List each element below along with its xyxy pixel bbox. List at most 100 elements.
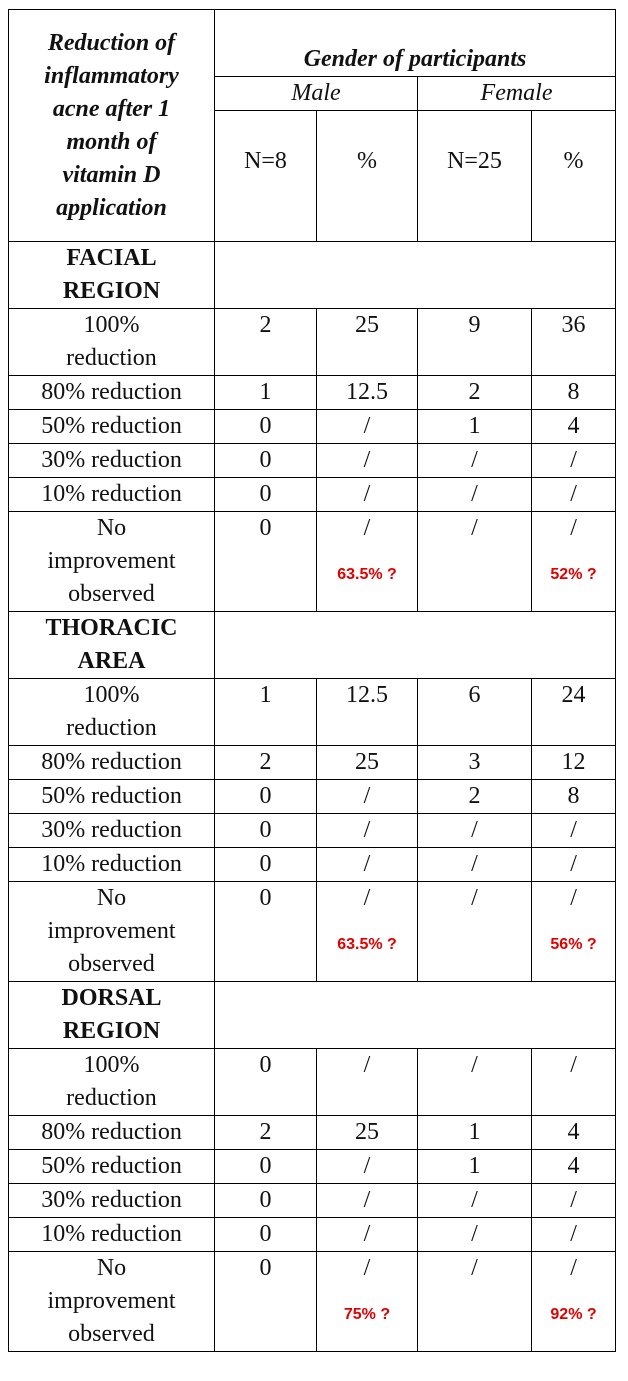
row-label-cell: No improvement observed bbox=[8, 881, 215, 982]
value: / bbox=[570, 817, 577, 843]
row-label-cell: 10% reduction bbox=[8, 1217, 215, 1252]
section-row: DORSAL REGION bbox=[8, 981, 617, 1049]
value: / bbox=[363, 447, 371, 473]
value-cell: 12.5 bbox=[316, 375, 418, 410]
section-blank bbox=[213, 981, 617, 1049]
value-cell: / bbox=[417, 881, 532, 982]
value-cell: 1 bbox=[214, 678, 317, 746]
value-cell: / 56% ? bbox=[530, 881, 617, 982]
value-cell: 1 bbox=[417, 1115, 532, 1150]
value-cell: / 75% ? bbox=[316, 1251, 418, 1352]
value-cell: 0 bbox=[214, 1217, 317, 1252]
row-label: 50% reduction bbox=[41, 783, 182, 809]
data-row: 80% reduction 1 12.5 2 8 bbox=[8, 375, 617, 410]
row-label-cell: 50% reduction bbox=[8, 1149, 215, 1184]
value: 2 bbox=[259, 749, 272, 775]
data-row: 10% reduction 0 / / / bbox=[8, 847, 617, 882]
value-cell: / bbox=[417, 511, 532, 612]
data-row: 100% reduction 2 25 9 36 bbox=[8, 308, 617, 376]
value: / bbox=[363, 1052, 371, 1078]
value: 3 bbox=[468, 749, 481, 775]
row-label: 100% reduction bbox=[66, 1052, 157, 1111]
data-row: 10% reduction 0 / / / bbox=[8, 477, 617, 512]
value-cell: 9 bbox=[417, 308, 532, 376]
section-blank bbox=[213, 611, 617, 679]
value-cell: 25 bbox=[316, 745, 418, 780]
value-cell: 25 bbox=[316, 308, 418, 376]
data-row: 10% reduction 0 / / / bbox=[8, 1217, 617, 1252]
value: 0 bbox=[259, 817, 272, 843]
value-cell: 1 bbox=[214, 375, 317, 410]
value: 2 bbox=[468, 379, 481, 405]
value: / bbox=[471, 1052, 478, 1078]
row-label-cell: 30% reduction bbox=[8, 443, 215, 478]
value: / bbox=[570, 447, 577, 473]
value: / bbox=[471, 515, 478, 541]
data-row: 30% reduction 0 / / / bbox=[8, 813, 617, 848]
value-cell: 3 bbox=[417, 745, 532, 780]
value-cell: / bbox=[417, 847, 532, 882]
value: / bbox=[570, 1052, 577, 1078]
value: 0 bbox=[259, 413, 272, 439]
value: 0 bbox=[259, 1153, 272, 1179]
value-cell: / bbox=[417, 477, 532, 512]
value-cell: 4 bbox=[530, 409, 617, 444]
data-row: 100% reduction 1 12.5 6 24 bbox=[8, 678, 617, 746]
section-title-cell: FACIAL REGION bbox=[8, 241, 215, 309]
value: 1 bbox=[468, 413, 481, 439]
value-cell: / bbox=[417, 1251, 532, 1352]
value: / bbox=[471, 481, 478, 507]
value-cell: 36 bbox=[530, 308, 617, 376]
row-label-cell: 100% reduction bbox=[8, 308, 215, 376]
header-cell: Reduction of inflammatory acne after 1 m… bbox=[8, 9, 215, 242]
value: / bbox=[363, 783, 371, 809]
data-row: 50% reduction 0 / 1 4 bbox=[8, 1149, 617, 1184]
value-cell: 2 bbox=[214, 745, 317, 780]
value-cell: / bbox=[530, 813, 617, 848]
section-title: FACIAL REGION bbox=[62, 245, 161, 304]
value: / bbox=[570, 1221, 577, 1247]
value-cell: 0 bbox=[214, 1183, 317, 1218]
value: 1 bbox=[468, 1119, 481, 1145]
row-label-cell: 10% reduction bbox=[8, 477, 215, 512]
value-cell: 0 bbox=[214, 477, 317, 512]
value: 0 bbox=[259, 447, 272, 473]
value-cell: / bbox=[417, 1183, 532, 1218]
value-cell: / bbox=[316, 1048, 418, 1116]
value: / bbox=[363, 885, 371, 911]
column-header: N=8 bbox=[214, 110, 317, 242]
value: 0 bbox=[259, 885, 272, 911]
value: / bbox=[363, 1221, 371, 1247]
value-cell: / 63.5% ? bbox=[316, 511, 418, 612]
row-label: 80% reduction bbox=[41, 1119, 182, 1145]
value: 0 bbox=[259, 481, 272, 507]
row-label-cell: No improvement observed bbox=[8, 511, 215, 612]
data-row: 100% reduction 0 / / / bbox=[8, 1048, 617, 1116]
value-cell: / bbox=[530, 1048, 617, 1116]
value: / bbox=[570, 515, 577, 541]
row-label: 80% reduction bbox=[41, 749, 182, 775]
section-blank bbox=[213, 241, 617, 309]
value-cell: 8 bbox=[530, 375, 617, 410]
value: 9 bbox=[468, 312, 481, 338]
value-cell: 0 bbox=[214, 1149, 317, 1184]
table-body: Reduction of inflammatory acne after 1 m… bbox=[8, 9, 617, 1352]
annotation: 52% ? bbox=[550, 566, 597, 583]
gender-header: Male bbox=[214, 76, 418, 111]
value: 1 bbox=[259, 682, 272, 708]
value: / bbox=[363, 817, 371, 843]
row-label: 10% reduction bbox=[41, 481, 182, 507]
value-cell: / bbox=[316, 847, 418, 882]
value: / bbox=[471, 1255, 478, 1281]
data-row: 30% reduction 0 / / / bbox=[8, 443, 617, 478]
value-cell: 2 bbox=[214, 308, 317, 376]
value: 25 bbox=[355, 749, 379, 775]
row-label: No improvement observed bbox=[47, 885, 176, 977]
group-header: Gender of participants bbox=[213, 9, 617, 77]
value-cell: 24 bbox=[530, 678, 617, 746]
value-cell: / bbox=[417, 443, 532, 478]
value: 0 bbox=[259, 1187, 272, 1213]
row-label-header: Reduction of inflammatory acne after 1 m… bbox=[44, 29, 179, 221]
value-cell: 0 bbox=[214, 779, 317, 814]
value: / bbox=[471, 447, 478, 473]
